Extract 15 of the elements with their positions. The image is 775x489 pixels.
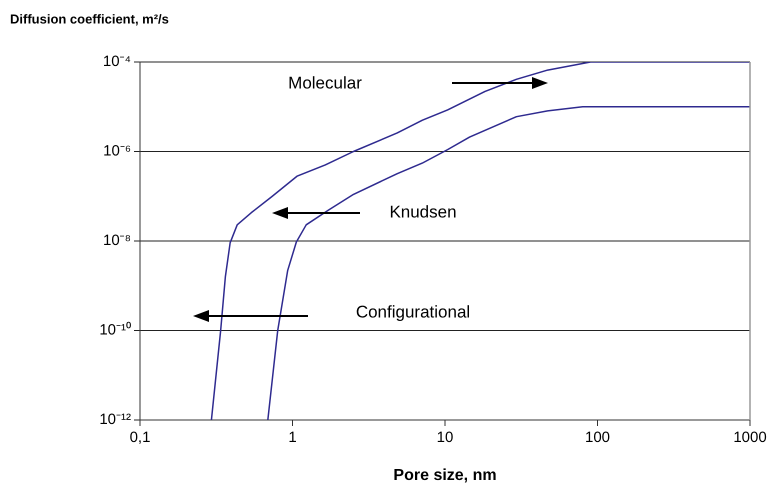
x-axis-title: Pore size, nm bbox=[393, 466, 497, 484]
annotation: Molecular bbox=[288, 74, 362, 93]
x-tick-label: 100 bbox=[584, 429, 610, 446]
y-tick-label: 10⁻¹² bbox=[99, 411, 131, 428]
annotation: Knudsen bbox=[389, 202, 457, 222]
x-tick-label: 1000 bbox=[733, 429, 767, 446]
annotation: Configurational bbox=[356, 302, 470, 322]
y-tick-label: 10⁻⁶ bbox=[103, 142, 131, 160]
x-tick-label: 10 bbox=[436, 429, 454, 446]
y-axis-title: Diffusion coefficient, m²/s bbox=[10, 12, 169, 27]
x-tick-label: 0,1 bbox=[130, 429, 150, 446]
x-tick-label: 1 bbox=[288, 429, 297, 446]
y-tick-label: 10⁻⁴ bbox=[102, 53, 131, 70]
y-tick-label: 10⁻⁸ bbox=[102, 232, 131, 250]
y-tick-label: 10⁻¹⁰ bbox=[99, 322, 131, 339]
